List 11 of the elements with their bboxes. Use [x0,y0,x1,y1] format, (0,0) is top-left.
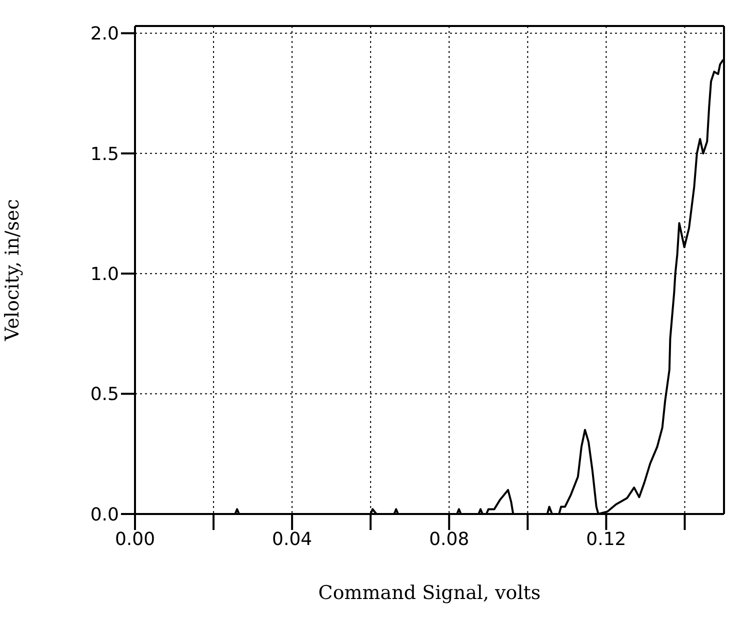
y-tick-label: 1.5 [90,144,119,165]
y-tick-label: 2.0 [90,24,119,45]
x-tick-label: 0.04 [272,528,312,550]
x-tick-label: 0.12 [586,528,626,550]
x-axis-title: Command Signal, volts [318,582,541,604]
y-axis-title: Velocity, in/sec [2,199,24,342]
y-tick-label: 0.5 [90,384,119,406]
y-tick-label: 1.0 [90,264,119,285]
x-tick-label: 0.08 [429,528,470,550]
x-tick-label: 0.00 [114,528,156,550]
y-tick-label: 0.0 [90,504,119,526]
